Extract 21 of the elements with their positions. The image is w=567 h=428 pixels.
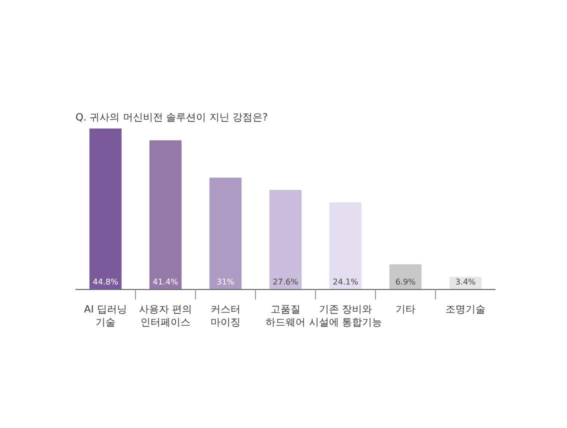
- x-tick-label: 조명기술: [446, 304, 486, 316]
- data-label: 3.4%: [455, 278, 476, 286]
- bar: [209, 178, 242, 290]
- bar: [329, 202, 362, 290]
- bar: [89, 128, 122, 290]
- x-tick-label: 고품질 하드웨어: [266, 304, 306, 329]
- data-label: 24.1%: [332, 278, 359, 286]
- x-tick-label: 기타: [396, 304, 416, 316]
- data-label: 31%: [216, 278, 235, 286]
- data-label: 41.4%: [152, 278, 179, 286]
- data-label: 6.9%: [395, 278, 416, 286]
- x-tick-label: 사용자 편의 인터페이스: [138, 304, 192, 329]
- x-tick-label: AI 딥러닝 기술: [84, 304, 127, 329]
- x-tick-label: 커스터 마이징: [210, 304, 240, 329]
- data-label: 27.6%: [272, 278, 299, 286]
- bar: [149, 140, 182, 290]
- x-tick-label: 기존 장비와 시설에 통합기능: [308, 304, 382, 329]
- data-label: 44.8%: [92, 278, 119, 286]
- chart-title: Q. 귀사의 머신비전 솔루션이 지닌 강점은?: [76, 112, 268, 124]
- bar: [269, 190, 302, 290]
- bar: [389, 264, 422, 290]
